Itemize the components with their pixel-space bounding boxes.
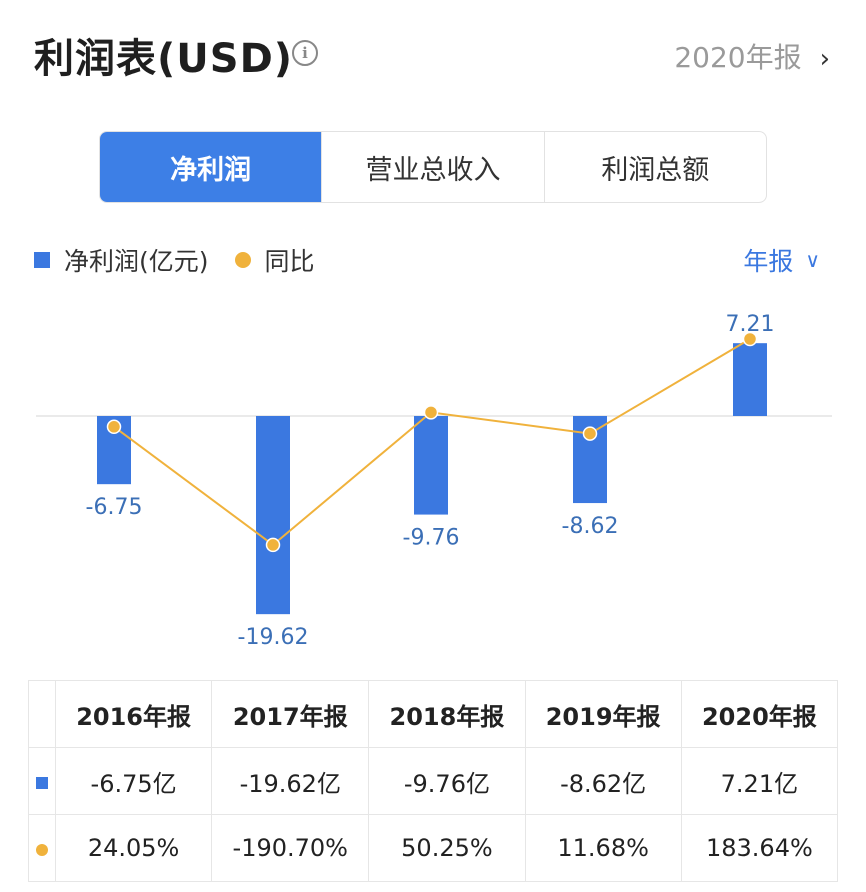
- yoy-point: [742, 331, 758, 347]
- table-row-net-profit: -6.75亿 -19.62亿 -9.76亿 -8.62亿 7.21亿: [28, 747, 839, 815]
- net-profit-chart: -6.75-19.62-9.76 -8.627.21: [36, 312, 832, 650]
- yoy-point: [423, 405, 439, 420]
- table-cell: 24.05%: [54, 814, 213, 882]
- row-icon-cell: [28, 747, 56, 815]
- table-cell: -190.70%: [211, 814, 370, 882]
- period-link[interactable]: 2020年报 ›: [674, 36, 830, 76]
- bar-value-label: -19.62: [238, 625, 309, 650]
- table-cell: 11.68%: [524, 814, 682, 882]
- legend-line-label: 同比: [264, 247, 315, 276]
- period-select-label: 年报: [743, 247, 794, 276]
- table-header-cell: 2016年报: [54, 680, 213, 748]
- bar-mark: [414, 416, 448, 515]
- legend-line-swatch: [234, 252, 251, 268]
- dot-icon: [36, 844, 48, 856]
- chevron-right-icon: ›: [819, 44, 830, 74]
- metric-tabs: 净利润 营业总收入 利润总额: [99, 131, 767, 203]
- table-cell: 183.64%: [680, 814, 839, 882]
- yoy-point: [265, 537, 281, 553]
- bar-value-label: -6.75: [86, 495, 143, 520]
- table-row-yoy: 24.05% -190.70% 50.25% 11.68% 183.64%: [28, 814, 839, 882]
- table-cell: 50.25%: [368, 814, 526, 882]
- bar-value-label: -9.76: [403, 526, 460, 551]
- chevron-down-icon: ∨: [805, 248, 820, 272]
- table-header-cell: 2017年报: [211, 680, 370, 748]
- legend-bar-swatch: [34, 252, 50, 268]
- tab-net-profit[interactable]: 净利润: [100, 132, 322, 202]
- table-header-cell: 2018年报: [368, 680, 526, 748]
- yoy-point: [106, 419, 122, 435]
- tab-total-revenue[interactable]: 营业总收入: [321, 132, 543, 202]
- table-cell: 7.21亿: [680, 747, 839, 815]
- bar-value-label: -8.62: [562, 514, 619, 539]
- tab-total-profit[interactable]: 利润总额: [543, 132, 766, 202]
- table-cell: -6.75亿: [54, 747, 213, 815]
- table-cell: -9.76亿: [368, 747, 526, 815]
- yoy-point: [582, 426, 598, 441]
- row-icon-cell: [28, 814, 56, 882]
- table-header-cell: 2019年报: [524, 680, 682, 748]
- table-cell: -8.62亿: [524, 747, 682, 815]
- header: 利润表(USD) i 2020年报 ›: [0, 0, 866, 110]
- table-header-row: 2016年报 2017年报 2018年报 2019年报 2020年报: [28, 680, 839, 748]
- bar-mark: [256, 416, 290, 615]
- period-select[interactable]: 年报 ∨: [743, 242, 820, 278]
- legend-bar-label: 净利润(亿元): [64, 247, 209, 276]
- bar-square-icon: [36, 777, 48, 789]
- table-cell: -19.62亿: [211, 747, 370, 815]
- page-title: 利润表(USD): [34, 36, 294, 82]
- info-icon[interactable]: i: [292, 40, 318, 66]
- chart-legend: 净利润(亿元) 同比: [34, 242, 315, 278]
- table-corner-cell: [28, 680, 56, 748]
- table-header-cell: 2020年报: [680, 680, 839, 748]
- bar-mark: [733, 343, 767, 416]
- data-table: 2016年报 2017年报 2018年报 2019年报 2020年报 -6.75…: [28, 680, 839, 882]
- period-link-label: 2020年报: [674, 41, 802, 74]
